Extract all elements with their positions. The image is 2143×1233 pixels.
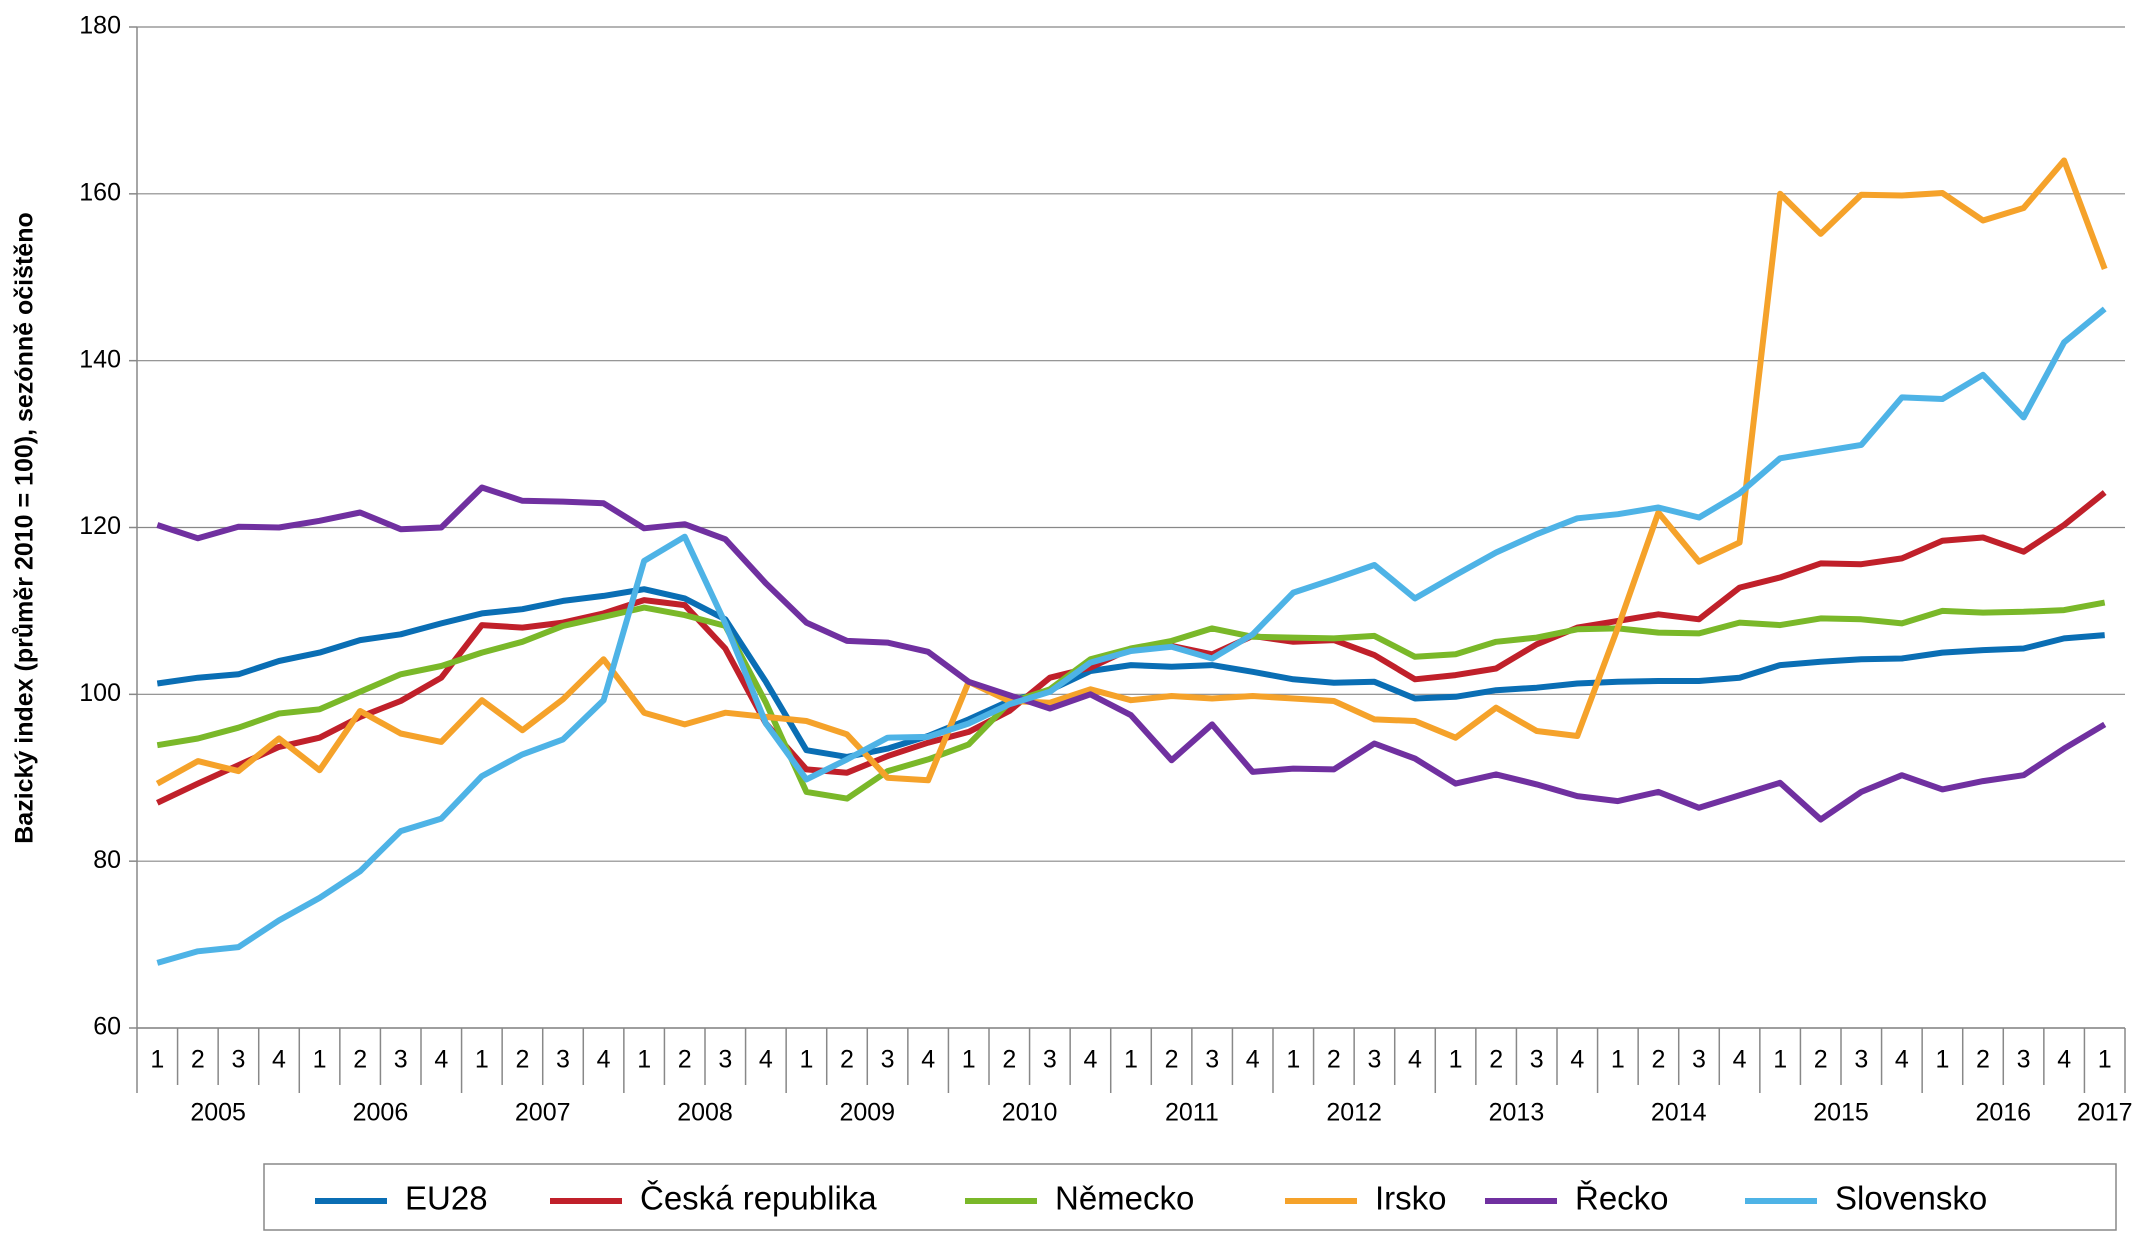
y-tick-label: 180	[79, 12, 121, 40]
x-tick-label: 1	[1935, 1046, 1949, 1074]
legend-label: Německo	[1055, 1180, 1194, 1217]
x-tick-label: 3	[556, 1046, 570, 1074]
x-tick-label: 4	[1083, 1046, 1097, 1074]
legend-label: Česká republika	[640, 1180, 877, 1217]
x-tick-label: 1	[799, 1046, 813, 1074]
legend-label: Řecko	[1575, 1180, 1669, 1217]
year-label: 2015	[1813, 1099, 1869, 1127]
x-tick-label: 3	[1692, 1046, 1706, 1074]
x-tick-label: 1	[1286, 1046, 1300, 1074]
year-label: 2007	[515, 1099, 571, 1127]
x-tick-label: 2	[1976, 1046, 1990, 1074]
legend-label: Irsko	[1375, 1180, 1447, 1217]
y-tick-label: 160	[79, 178, 121, 206]
year-label: 2017	[2077, 1099, 2133, 1127]
y-tick-label: 120	[79, 512, 121, 540]
x-tick-label: 3	[1043, 1046, 1057, 1074]
year-label: 2006	[353, 1099, 409, 1127]
x-tick-label: 1	[1449, 1046, 1463, 1074]
x-tick-label: 1	[1773, 1046, 1787, 1074]
y-tick-label: 140	[79, 345, 121, 373]
x-tick-label: 1	[1124, 1046, 1138, 1074]
x-tick-label: 4	[272, 1046, 286, 1074]
x-tick-label: 4	[1570, 1046, 1584, 1074]
x-tick-label: 2	[1489, 1046, 1503, 1074]
y-tick-label: 80	[93, 846, 121, 874]
x-tick-label: 4	[2057, 1046, 2071, 1074]
x-tick-label: 4	[1895, 1046, 1909, 1074]
x-tick-label: 2	[840, 1046, 854, 1074]
year-label: 2012	[1326, 1099, 1382, 1127]
x-tick-label: 2	[191, 1046, 205, 1074]
x-tick-label: 3	[881, 1046, 895, 1074]
x-tick-label: 3	[394, 1046, 408, 1074]
x-tick-label: 3	[231, 1046, 245, 1074]
x-tick-label: 4	[921, 1046, 935, 1074]
x-tick-label: 4	[1733, 1046, 1747, 1074]
x-tick-label: 3	[718, 1046, 732, 1074]
x-tick-label: 4	[759, 1046, 773, 1074]
x-tick-label: 1	[637, 1046, 651, 1074]
x-tick-label: 4	[597, 1046, 611, 1074]
x-tick-label: 3	[1530, 1046, 1544, 1074]
y-axis-label: Bazický index (průměr 2010 = 100), sezón…	[11, 212, 39, 844]
series-line	[155, 157, 2108, 787]
x-tick-label: 3	[2017, 1046, 2031, 1074]
x-tick-label: 3	[1854, 1046, 1868, 1074]
legend-label: Slovensko	[1835, 1180, 1987, 1217]
x-tick-label: 2	[1651, 1046, 1665, 1074]
year-label: 2008	[677, 1099, 733, 1127]
x-tick-label: 4	[1408, 1046, 1422, 1074]
year-label: 2005	[190, 1099, 246, 1127]
x-tick-label: 2	[1814, 1046, 1828, 1074]
x-tick-label: 2	[515, 1046, 529, 1074]
x-tick-label: 1	[313, 1046, 327, 1074]
x-tick-label: 4	[434, 1046, 448, 1074]
x-tick-label: 4	[1246, 1046, 1260, 1074]
year-label: 2011	[1165, 1099, 1219, 1127]
x-tick-label: 1	[2098, 1046, 2112, 1074]
x-tick-label: 1	[962, 1046, 976, 1074]
x-tick-label: 1	[475, 1046, 489, 1074]
x-tick-label: 2	[1002, 1046, 1016, 1074]
year-label: 2016	[1975, 1099, 2031, 1127]
x-tick-label: 2	[1165, 1046, 1179, 1074]
series-line	[156, 484, 2107, 823]
year-label: 2014	[1651, 1099, 1707, 1127]
x-tick-label: 1	[150, 1046, 164, 1074]
x-tick-label: 1	[1611, 1046, 1625, 1074]
x-tick-label: 3	[1367, 1046, 1381, 1074]
x-tick-label: 2	[678, 1046, 692, 1074]
x-tick-label: 2	[1327, 1046, 1341, 1074]
series-line	[156, 306, 2107, 966]
x-tick-label: 2	[353, 1046, 367, 1074]
series-line	[156, 586, 2105, 760]
x-tick-label: 3	[1205, 1046, 1219, 1074]
year-label: 2010	[1002, 1099, 1058, 1127]
year-label: 2013	[1489, 1099, 1545, 1127]
year-label: 2009	[839, 1099, 895, 1127]
y-tick-label: 60	[93, 1013, 121, 1041]
y-tick-label: 100	[79, 679, 121, 707]
legend-label: EU28	[405, 1180, 488, 1217]
legend-box	[263, 1163, 2117, 1231]
